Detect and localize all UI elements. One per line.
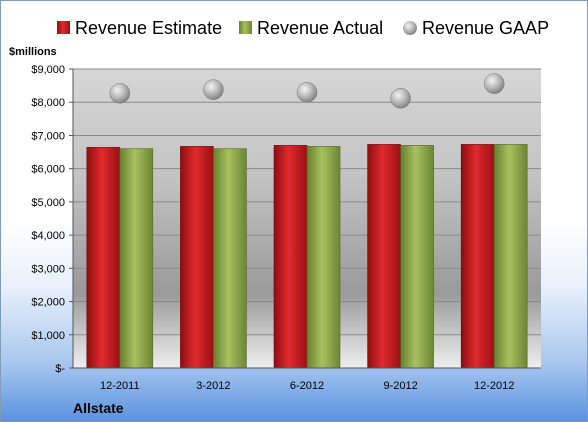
marker-revenue-gaap (296, 82, 318, 103)
bar-revenue-estimate (273, 145, 308, 369)
legend-label-revenue-estimate: Revenue Estimate (75, 18, 222, 38)
bar-revenue-actual (306, 146, 341, 369)
y-tick-label: $1,000 (31, 330, 65, 342)
legend-swatch-revenue-gaap (403, 21, 417, 35)
bar-revenue-actual (119, 148, 154, 369)
legend-swatch-revenue-actual (239, 21, 252, 34)
y-axis: $- $1,000 $2,000 $3,000 $4,000 $5,000 $6,000 $7… (31, 64, 74, 375)
x-axis: 12-2011 3-2012 6-2012 9-2012 12-2012 (73, 367, 541, 392)
bar-revenue-estimate (86, 147, 121, 369)
y-tick-label: $3,000 (31, 263, 65, 275)
x-tick-label: 3-2012 (196, 380, 230, 392)
legend: Revenue Estimate Revenue Actual Revenue … (57, 18, 549, 38)
unit-label: $millions (9, 46, 57, 58)
y-tick-label: $6,000 (31, 164, 65, 176)
y-tick-label: $- (55, 363, 65, 375)
legend-swatch-revenue-estimate (57, 21, 70, 34)
marker-revenue-gaap (109, 83, 131, 104)
marker-revenue-gaap (390, 87, 411, 109)
bar-revenue-estimate (367, 144, 401, 369)
y-tick-label: $4,000 (31, 230, 65, 242)
y-tick-label: $7,000 (31, 130, 65, 142)
bar-revenue-actual (400, 145, 434, 369)
company-name: Allstate (73, 400, 124, 416)
y-tick-label: $5,000 (31, 197, 65, 209)
bar-revenue-estimate (180, 146, 214, 369)
bars (86, 144, 528, 369)
marker-revenue-gaap (483, 73, 505, 94)
gaap-markers (109, 73, 505, 109)
x-tick-label: 12-2012 (474, 380, 514, 392)
x-tick-label: 6-2012 (290, 380, 324, 392)
marker-revenue-gaap (203, 79, 224, 100)
bar-revenue-actual (213, 148, 247, 369)
x-tick-label: 12-2011 (100, 380, 140, 392)
y-tick-label: $8,000 (31, 97, 65, 109)
y-tick-label: $2,000 (31, 297, 65, 309)
y-tick-label: $9,000 (31, 64, 65, 76)
bar-revenue-actual (493, 144, 528, 369)
legend-label-revenue-gaap: Revenue GAAP (422, 18, 549, 38)
x-tick-label: 9-2012 (383, 380, 417, 392)
bar-revenue-estimate (460, 144, 495, 369)
legend-label-revenue-actual: Revenue Actual (257, 18, 383, 38)
